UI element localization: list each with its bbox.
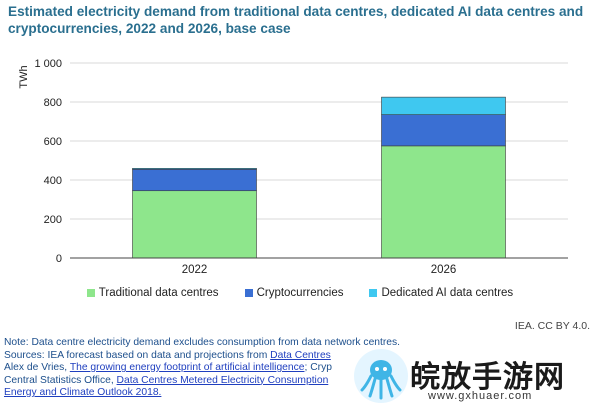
sources-line3-prefix: Central Statistics Office, (4, 374, 117, 386)
y-tick-label: 1 000 (34, 58, 62, 70)
bar-segment-crypto (381, 114, 506, 147)
notes-block: Note: Data centre electricity demand exc… (4, 337, 434, 400)
legend-item-ai: Dedicated AI data centres (369, 287, 513, 299)
link-data-centres[interactable]: Data Centres (270, 349, 331, 361)
note-line: Note: Data centre electricity demand exc… (4, 337, 401, 348)
x-tick-label: 2026 (431, 264, 457, 276)
bar-segment-crypto (132, 168, 257, 192)
stacked-bar-chart: 0 200 400 600 800 1 000 TWh 2022 2026 (18, 58, 568, 276)
sources-line2-prefix: Alex de Vries, (4, 362, 70, 374)
legend-swatch-ai (369, 289, 378, 297)
chart-title: Estimated electricity demand from tradit… (8, 4, 584, 36)
link-cso[interactable]: Data Centres Metered Electricity Consump… (116, 374, 329, 386)
sources-line-4: Energy and Climate Outlook 2018. (4, 387, 434, 400)
sources-line-1: Sources: IEA forecast based on data and … (4, 350, 434, 363)
watermark: 皖放手游网 www.gxhuaer.com (352, 348, 600, 409)
watermark-text: 皖放手游网 (410, 361, 565, 394)
legend-label-ai: Dedicated AI data centres (381, 287, 514, 299)
legend-swatch-crypto (244, 289, 253, 297)
link-weo[interactable]: Energy and Climate Outlook 2018. (4, 387, 162, 399)
sources-line-2: Alex de Vries, The growing energy footpr… (4, 362, 434, 375)
link-ai-footprint[interactable]: The growing energy footprint of artifici… (69, 362, 305, 374)
watermark-url: www.gxhuaer.com (428, 390, 533, 402)
legend-swatch-traditional (86, 289, 95, 297)
bar-segment-ai (381, 96, 506, 115)
sources-prefix: Sources: IEA forecast based on data and … (4, 349, 271, 361)
bar-segment-traditional (132, 190, 257, 259)
legend-item-crypto: Cryptocurrencies (244, 287, 344, 299)
sources-line2-suffix: ; Cryp (304, 362, 332, 374)
bar-segment-ai (132, 168, 257, 170)
legend: Traditional data centres Cryptocurrencie… (0, 287, 600, 299)
x-tick-label: 2022 (182, 264, 208, 276)
y-axis-label: TWh (18, 65, 30, 88)
bar-segment-traditional (381, 145, 506, 259)
y-tick-label: 200 (44, 214, 62, 226)
legend-item-traditional: Traditional data centres (86, 287, 219, 299)
y-tick-label: 600 (44, 136, 62, 148)
y-tick-label: 800 (44, 97, 62, 109)
y-tick-label: 400 (44, 175, 62, 187)
legend-label-crypto: Cryptocurrencies (256, 287, 344, 299)
legend-label-traditional: Traditional data centres (98, 287, 219, 299)
sources-line-3: Central Statistics Office, Data Centres … (4, 375, 434, 388)
y-tick-label: 0 (56, 253, 62, 265)
credit-text: IEA. CC BY 4.0. (514, 320, 590, 332)
watermark-octopus-logo (354, 349, 408, 403)
